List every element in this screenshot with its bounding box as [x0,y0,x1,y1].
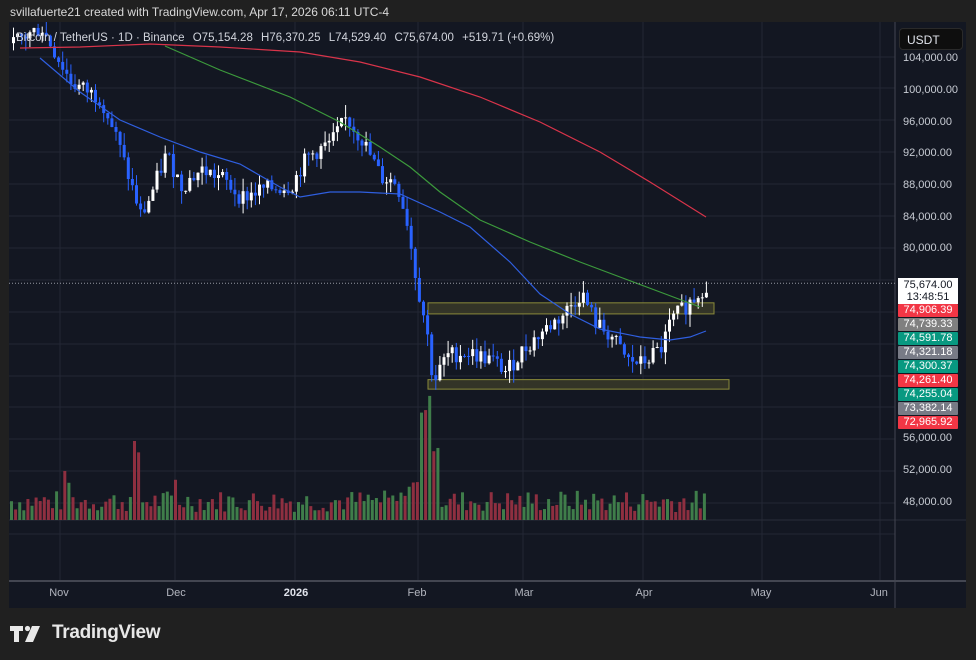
ohlc-close: C75,674.00 [394,32,454,44]
tradingview-logo-icon [10,625,40,642]
ohlc-open: O75,154.28 [192,32,253,44]
price-level-tag: 74,261.40 [898,374,958,387]
last-price-tag: 75,674.00 13:48:51 [898,278,958,304]
price-axis-label: 48,000.00 [903,496,952,508]
time-axis-label: May [750,587,772,599]
price-chart-canvas[interactable] [9,22,966,608]
time-axis-label: Dec [166,587,186,599]
price-axis-label: 96,000.00 [903,116,952,128]
time-axis-label: 2026 [283,587,309,599]
price-level-tag: 74,591.78 [898,332,958,345]
symbol-legend: Bitcoin / TetherUS · 1D · Binance O75,15… [16,32,559,44]
price-axis-label: 80,000.00 [903,242,952,254]
price-axis-label: 104,000.00 [903,52,959,64]
chart-credit: svillafuerte21 created with TradingView.… [10,5,390,19]
time-axis-label: Apr [635,587,653,599]
symbol-name[interactable]: Bitcoin / TetherUS · 1D · Binance [16,32,185,44]
ohlc-low: L74,529.40 [328,32,387,44]
tradingview-logo[interactable]: TradingView [10,622,161,644]
price-axis-label: 52,000.00 [903,464,952,476]
ohlc-high: H76,370.25 [261,32,321,44]
price-axis-label: 56,000.00 [903,432,952,444]
price-level-tag: 74,739.33 [898,318,958,331]
price-level-tag: 73,382.14 [898,402,958,415]
time-axis-label: Mar [514,587,534,599]
price-level-tag: 74,255.04 [898,388,958,401]
price-axis-label: 84,000.00 [903,211,952,223]
bar-countdown: 13:48:51 [906,291,950,303]
currency-selector[interactable]: USDT [899,28,963,50]
price-axis-label: 88,000.00 [903,179,952,191]
price-level-tag: 74,906.39 [898,304,958,317]
time-axis-label: Jun [870,587,888,599]
last-price-value: 75,674.00 [903,279,953,291]
price-axis-label: 92,000.00 [903,147,952,159]
brand-name: TradingView [52,622,161,643]
price-level-tag: 72,965.92 [898,416,958,429]
price-change: +519.71 (+0.69%) [462,32,555,44]
price-level-tag: 74,300.37 [898,360,958,373]
time-axis-label: Nov [49,587,69,599]
price-level-tag: 74,321.18 [898,346,958,359]
time-axis-label: Feb [407,587,427,599]
chart-panel[interactable] [9,22,966,608]
price-axis-label: 100,000.00 [903,84,959,96]
